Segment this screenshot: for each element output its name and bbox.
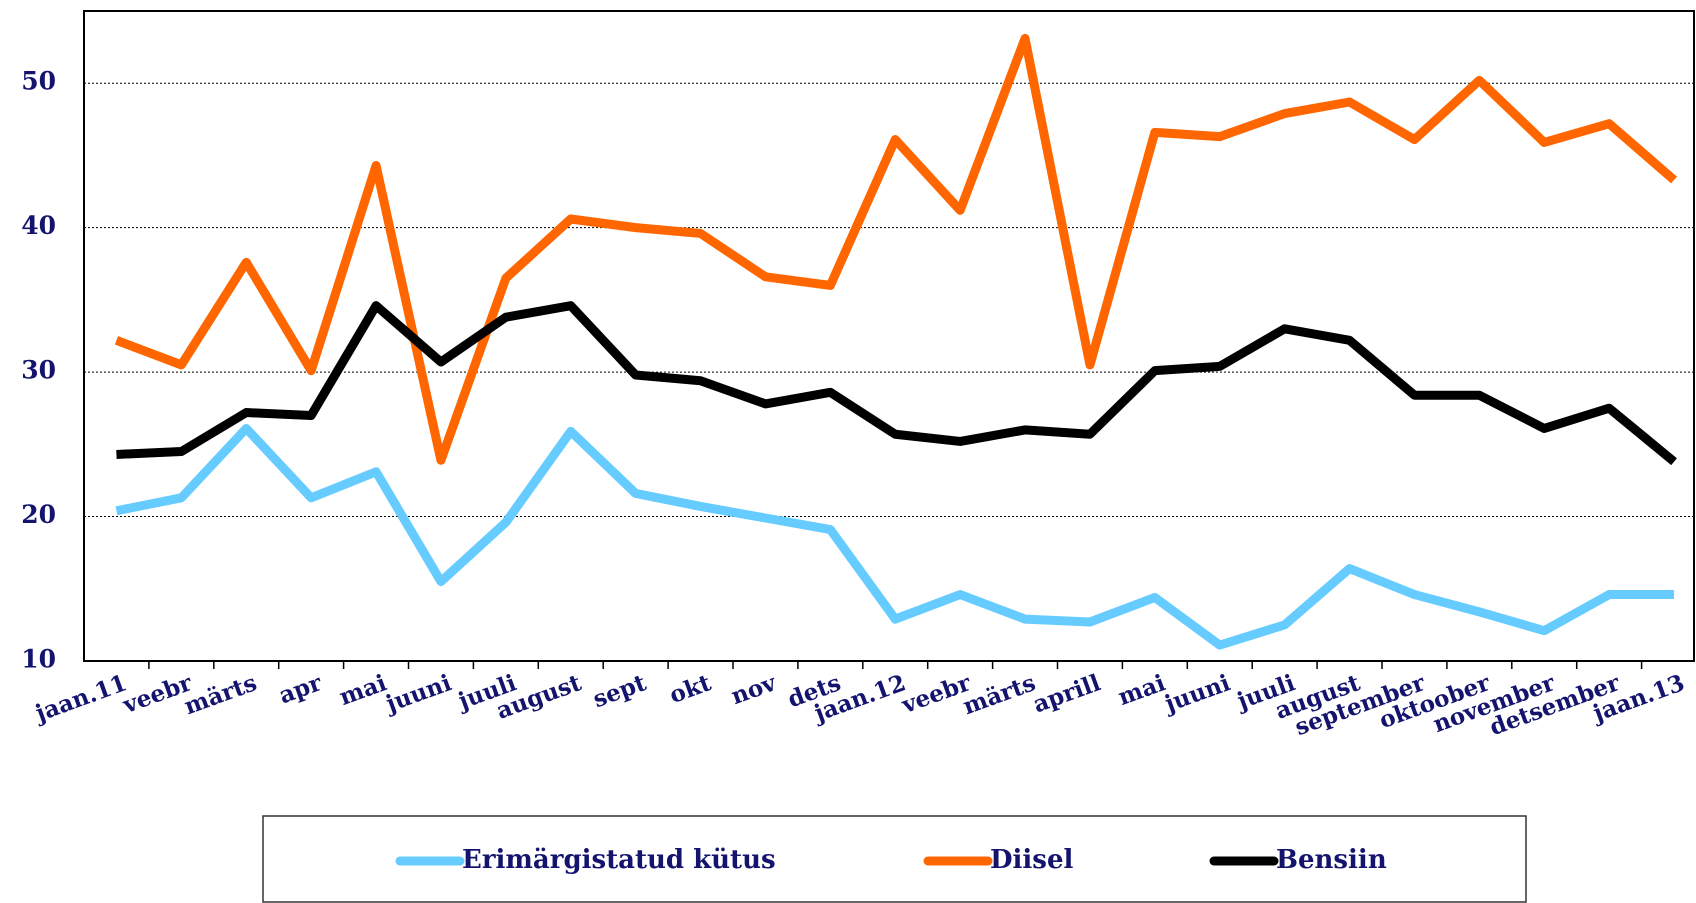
x-tick-label: märts: [181, 669, 261, 720]
x-tick-label: apr: [275, 669, 326, 709]
y-tick-label: 20: [21, 500, 56, 529]
x-tick-label: okt: [666, 669, 715, 709]
legend-label: Erimärgistatud kütus: [462, 845, 776, 875]
x-tick-label: mai: [336, 669, 391, 711]
x-tick-label: juuni: [381, 669, 456, 718]
series-line: [114, 33, 1677, 465]
x-tick-label: märts: [959, 669, 1039, 720]
legend-label: Diisel: [990, 845, 1073, 875]
x-tick-label: mai: [1115, 669, 1170, 711]
series-line: [116, 301, 1677, 466]
y-tick-label: 30: [21, 356, 56, 385]
x-tick-label: juuni: [1160, 669, 1235, 718]
series-line: [115, 423, 1675, 650]
legend-box: [262, 815, 1527, 903]
legend-label: Bensiin: [1276, 845, 1387, 875]
plot-frame: [83, 10, 1695, 662]
y-tick-label: 10: [21, 645, 56, 674]
x-tick-label: nov: [728, 669, 781, 710]
y-tick-label: 50: [21, 67, 56, 96]
grid: [84, 82, 1694, 662]
x-tick-label: aprill: [1030, 669, 1105, 718]
y-tick-label: 40: [21, 211, 56, 240]
x-tick-label: jaan.11: [30, 669, 130, 728]
x-tick-label: sept: [589, 669, 650, 713]
lines: [114, 33, 1677, 650]
legend: Erimärgistatud kütus Diisel Bensiin: [395, 845, 1387, 875]
